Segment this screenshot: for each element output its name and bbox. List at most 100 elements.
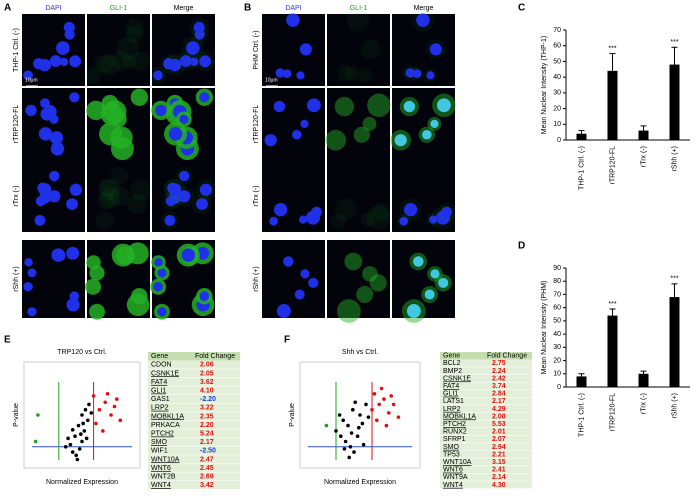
nucleus <box>66 298 80 312</box>
gli1-signal <box>369 274 387 292</box>
table-header: Fold Change <box>487 353 527 360</box>
y-tick-label: 0 <box>557 137 561 144</box>
gene: CDON <box>151 362 172 369</box>
nucleus <box>168 183 182 196</box>
table-header-bg <box>148 352 240 361</box>
point <box>94 421 98 426</box>
table-row-bg <box>148 446 240 455</box>
nucleus <box>405 68 415 78</box>
gli1-signal <box>337 299 361 323</box>
nucleus <box>49 170 60 182</box>
micrograph <box>22 14 85 86</box>
micrograph <box>152 160 217 232</box>
bar <box>607 315 618 387</box>
fold-change: 2.94 <box>492 444 506 451</box>
gli1-signal <box>362 116 377 131</box>
micrograph-bg <box>327 14 390 86</box>
fold-change: 2.17 <box>200 439 214 446</box>
significance: *** <box>670 276 678 283</box>
table-row-bg <box>148 438 240 447</box>
gli1-signal <box>358 68 373 83</box>
point <box>342 447 347 451</box>
row-label: rShh (+) <box>13 266 20 291</box>
row-label: rTrx (-) <box>253 185 260 206</box>
point <box>68 442 73 447</box>
gene: SMO <box>151 439 168 446</box>
gene: WNT4 <box>151 482 171 489</box>
micrograph <box>22 88 85 160</box>
y-axis-label: P-value <box>289 403 296 427</box>
fold-change: 2.21 <box>492 451 506 458</box>
point <box>384 423 389 428</box>
table-row-bg <box>440 481 532 489</box>
nucleus <box>299 43 312 56</box>
nucleus <box>403 100 416 113</box>
x-axis-label: Normalized Expression <box>46 479 118 486</box>
gene: PTCH2 <box>151 431 174 438</box>
table-row-bg <box>148 429 240 438</box>
x-tick-label: THP-1 Ctrl. (-) <box>578 393 585 437</box>
chart-title: TRP120 vs Ctrl. <box>57 349 106 356</box>
nucleus <box>38 183 52 196</box>
table-row-bg <box>440 367 532 375</box>
nucleus <box>157 268 167 278</box>
row-label: rTRP120-FL <box>13 105 20 144</box>
gli1-signal <box>89 303 105 320</box>
micrograph <box>86 88 150 161</box>
panel-letter: A <box>4 3 11 14</box>
nucleus <box>311 206 322 218</box>
bar <box>607 70 618 140</box>
table-row-bg <box>440 458 532 466</box>
gene: LATS1 <box>443 398 464 405</box>
point <box>86 418 90 423</box>
gene: GLI1 <box>151 388 166 395</box>
gli1-signal <box>85 278 102 295</box>
micrograph-bg <box>87 160 150 232</box>
fold-change: 3.74 <box>492 383 506 390</box>
point <box>355 434 360 439</box>
gli1-signal <box>84 66 102 84</box>
fold-change: 2.14 <box>492 474 506 481</box>
micrograph <box>262 160 325 232</box>
nucleus <box>189 57 199 67</box>
nucleus <box>275 68 285 78</box>
gli1-signal <box>94 54 114 74</box>
gli1-signal <box>362 266 378 282</box>
gli1-signal <box>126 194 148 215</box>
point <box>79 432 83 436</box>
gene: SFRP1 <box>443 436 466 443</box>
micrograph <box>84 14 151 86</box>
micrograph <box>87 160 152 232</box>
point <box>76 423 81 428</box>
nucleus <box>426 71 435 80</box>
gene: CSNK1E <box>151 370 179 377</box>
y-tick-label: 50 <box>553 318 561 325</box>
row-label: rTrx (-) <box>13 185 20 206</box>
point <box>91 394 96 398</box>
nucleus <box>394 134 407 147</box>
gli1-signal <box>356 285 374 304</box>
nucleus <box>186 41 200 55</box>
bar <box>576 376 587 387</box>
nucleus <box>274 203 288 217</box>
nucleus <box>300 269 310 279</box>
point <box>387 411 391 415</box>
fold-change: 3.42 <box>200 482 214 489</box>
point <box>375 418 379 423</box>
nucleus <box>199 183 213 196</box>
micrograph <box>327 240 390 323</box>
micrograph <box>392 240 455 323</box>
nucleus <box>69 92 80 103</box>
table-row-bg <box>440 466 532 474</box>
fold-change: 3.62 <box>200 379 214 386</box>
gli1-signal <box>130 88 149 106</box>
nucleus <box>56 41 70 55</box>
fold-change: 2.35 <box>200 413 214 420</box>
point <box>360 421 365 426</box>
nucleus <box>199 291 210 302</box>
point <box>337 413 342 417</box>
row-label: PHM Ctrl. (-) <box>253 30 260 69</box>
y-tick-label: 40 <box>553 331 561 338</box>
panel-letter: D <box>518 241 525 252</box>
y-axis-label: Mean Nuclear Intensity (THP-1) <box>541 36 548 134</box>
